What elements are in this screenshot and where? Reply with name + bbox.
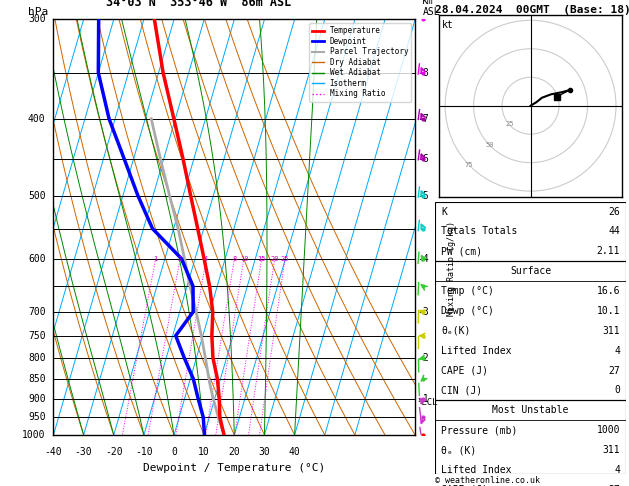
Text: km
ASL: km ASL <box>422 0 440 17</box>
Text: -8: -8 <box>417 68 429 78</box>
Text: 2: 2 <box>178 256 182 261</box>
Text: 4: 4 <box>615 346 620 356</box>
Text: 1000: 1000 <box>22 430 45 440</box>
Text: 44: 44 <box>608 226 620 237</box>
Text: 311: 311 <box>603 445 620 455</box>
Text: 750: 750 <box>28 330 45 341</box>
Text: 500: 500 <box>28 191 45 201</box>
Text: Dewpoint / Temperature (°C): Dewpoint / Temperature (°C) <box>143 463 325 473</box>
Text: 311: 311 <box>603 326 620 336</box>
Text: 0: 0 <box>615 385 620 396</box>
Text: 0: 0 <box>171 447 177 457</box>
Text: 400: 400 <box>28 114 45 124</box>
Text: 10: 10 <box>198 447 210 457</box>
Text: 34°03'N  353°46'W  86m ASL: 34°03'N 353°46'W 86m ASL <box>106 0 291 9</box>
Text: θₑ (K): θₑ (K) <box>441 445 476 455</box>
Text: 26: 26 <box>608 207 620 217</box>
Text: CAPE (J): CAPE (J) <box>441 365 488 376</box>
Text: -3: -3 <box>417 307 429 317</box>
Text: Temp (°C): Temp (°C) <box>441 286 494 296</box>
Text: 27: 27 <box>608 485 620 486</box>
Text: 27: 27 <box>608 365 620 376</box>
Text: -1: -1 <box>417 394 429 403</box>
Text: -2: -2 <box>417 353 429 363</box>
Text: 950: 950 <box>28 412 45 422</box>
Text: 25: 25 <box>281 256 289 261</box>
Text: 1000: 1000 <box>597 425 620 435</box>
Text: Pressure (mb): Pressure (mb) <box>441 425 518 435</box>
Text: -10: -10 <box>135 447 153 457</box>
Text: 800: 800 <box>28 353 45 363</box>
Text: 25: 25 <box>506 121 515 127</box>
Bar <box>435 400 626 486</box>
Legend: Temperature, Dewpoint, Parcel Trajectory, Dry Adiabat, Wet Adiabat, Isotherm, Mi: Temperature, Dewpoint, Parcel Trajectory… <box>309 23 411 102</box>
Text: ¹LCL: ¹LCL <box>417 398 438 407</box>
Text: PW (cm): PW (cm) <box>441 246 482 256</box>
Text: CAPE (J): CAPE (J) <box>441 485 488 486</box>
Text: 850: 850 <box>28 374 45 384</box>
Text: Lifted Index: Lifted Index <box>441 465 511 475</box>
Text: -4: -4 <box>417 254 429 264</box>
Text: 700: 700 <box>28 307 45 317</box>
Text: -40: -40 <box>45 447 62 457</box>
Text: 10.1: 10.1 <box>597 306 620 316</box>
Text: Lifted Index: Lifted Index <box>441 346 511 356</box>
Text: 8: 8 <box>232 256 237 261</box>
Text: 75: 75 <box>465 162 473 168</box>
Text: 4: 4 <box>204 256 208 261</box>
Text: 50: 50 <box>486 142 494 148</box>
Text: 20: 20 <box>228 447 240 457</box>
Text: 900: 900 <box>28 394 45 403</box>
Bar <box>435 261 626 400</box>
Text: θₑ(K): θₑ(K) <box>441 326 470 336</box>
Text: 300: 300 <box>28 15 45 24</box>
Text: 2.11: 2.11 <box>597 246 620 256</box>
Text: -6: -6 <box>417 155 429 164</box>
Text: 15: 15 <box>257 256 266 261</box>
Text: 16.6: 16.6 <box>597 286 620 296</box>
Text: Most Unstable: Most Unstable <box>493 405 569 416</box>
Text: © weatheronline.co.uk: © weatheronline.co.uk <box>435 476 540 485</box>
Text: -5: -5 <box>417 191 429 201</box>
Text: 1: 1 <box>153 256 158 261</box>
Bar <box>435 202 626 261</box>
Text: Surface: Surface <box>510 266 551 276</box>
Text: 30: 30 <box>259 447 270 457</box>
Text: 28.04.2024  00GMT  (Base: 18): 28.04.2024 00GMT (Base: 18) <box>435 4 629 15</box>
Text: kt: kt <box>442 20 454 30</box>
Text: Totals Totals: Totals Totals <box>441 226 518 237</box>
Text: CIN (J): CIN (J) <box>441 385 482 396</box>
Bar <box>435 474 626 486</box>
Text: 40: 40 <box>289 447 301 457</box>
Text: 600: 600 <box>28 254 45 264</box>
Text: hPa: hPa <box>28 7 48 17</box>
Text: K: K <box>441 207 447 217</box>
Text: -30: -30 <box>75 447 92 457</box>
Text: Dewp (°C): Dewp (°C) <box>441 306 494 316</box>
Text: 20: 20 <box>270 256 279 261</box>
Text: 10: 10 <box>240 256 248 261</box>
Text: Mixing Ratio (g/kg): Mixing Ratio (g/kg) <box>447 221 456 316</box>
Text: 4: 4 <box>615 465 620 475</box>
Text: -20: -20 <box>105 447 123 457</box>
Text: -7: -7 <box>417 114 429 124</box>
